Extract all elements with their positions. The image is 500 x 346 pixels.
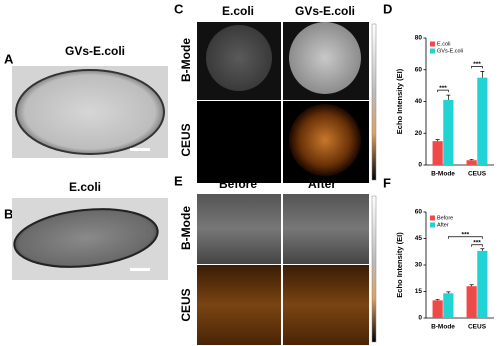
- panel-label: E: [174, 173, 183, 188]
- panel-label: B: [4, 206, 13, 221]
- panel-label: F: [383, 175, 391, 190]
- y-tick-label: 60: [415, 66, 423, 73]
- significance-label: ***: [462, 231, 470, 238]
- significance-label: ***: [439, 85, 447, 92]
- significance-label: ***: [473, 61, 481, 68]
- colorbar: [371, 195, 377, 343]
- error-bar: [480, 70, 485, 78]
- cell: [15, 69, 165, 155]
- bar: [443, 293, 454, 318]
- legend-label: After: [437, 222, 449, 228]
- y-tick-label: 0: [418, 315, 422, 322]
- significance-bracket: [471, 244, 483, 247]
- legend-swatch: [430, 41, 435, 47]
- phantom: [206, 25, 272, 91]
- y-axis-label: Echo Intensity (EI): [395, 68, 404, 134]
- bar: [466, 160, 477, 165]
- y-tick-label: 60: [415, 209, 423, 216]
- bar: [432, 141, 443, 165]
- error-bar: [480, 248, 485, 251]
- significance-bracket: [448, 236, 483, 239]
- legend-swatch: [430, 222, 435, 228]
- error-bar: [469, 284, 474, 287]
- column-title: GVs-E.coli: [295, 4, 355, 18]
- ultrasound-image: [283, 194, 369, 264]
- column-title: E.coli: [222, 4, 254, 18]
- ultrasound-image: [197, 194, 281, 264]
- bar: [477, 250, 488, 318]
- significance-bracket: [437, 89, 449, 93]
- y-tick-label: 20: [415, 130, 423, 137]
- legend-swatch: [430, 48, 435, 54]
- bar: [477, 77, 488, 165]
- significance-label: ***: [473, 239, 481, 246]
- y-tick-label: 40: [415, 98, 423, 105]
- bar: [443, 99, 454, 165]
- panel-label: A: [4, 51, 14, 66]
- y-tick-label: 15: [415, 288, 423, 295]
- column-title: Before: [219, 177, 257, 191]
- panel-label: D: [383, 1, 392, 16]
- y-axis-label: Echo Intensity (EI): [395, 232, 404, 298]
- scale-bar: [130, 268, 150, 271]
- error-bar: [446, 94, 451, 100]
- legend-label: Before: [437, 215, 453, 221]
- significance-bracket: [471, 65, 483, 69]
- y-tick-label: 80: [415, 35, 423, 42]
- row-title: CEUS: [179, 123, 193, 156]
- panel-label: C: [174, 1, 184, 16]
- ceus-image: [197, 265, 281, 345]
- ceus-image: [283, 265, 369, 345]
- phantom: [289, 22, 361, 94]
- bar: [466, 286, 477, 318]
- y-tick-label: 45: [415, 235, 423, 242]
- legend-label: E.coli: [437, 41, 450, 47]
- scale-bar: [130, 148, 150, 151]
- error-bar: [469, 159, 474, 161]
- panel-title: GVs-E.coli: [65, 44, 125, 58]
- error-bar: [435, 139, 440, 142]
- ceus-image: [197, 101, 281, 183]
- colorbar: [371, 23, 377, 181]
- phantom: [289, 104, 361, 176]
- cell: [13, 208, 159, 268]
- error-bar: [446, 291, 451, 294]
- column-title: After: [308, 177, 336, 191]
- y-tick-label: 30: [415, 262, 423, 269]
- x-tick-label: B-Mode: [431, 171, 455, 178]
- x-tick-label: CEUS: [468, 324, 487, 331]
- x-tick-label: B-Mode: [431, 324, 455, 331]
- legend-label: GVs-E.coli: [437, 48, 463, 54]
- row-title: B-Mode: [179, 206, 193, 250]
- row-title: B-Mode: [179, 38, 193, 82]
- legend-swatch: [430, 215, 435, 221]
- row-title: CEUS: [179, 288, 193, 321]
- panel-title: E.coli: [69, 180, 101, 194]
- error-bar: [435, 299, 440, 301]
- x-tick-label: CEUS: [468, 171, 487, 178]
- bar: [432, 300, 443, 318]
- y-tick-label: 0: [418, 162, 422, 169]
